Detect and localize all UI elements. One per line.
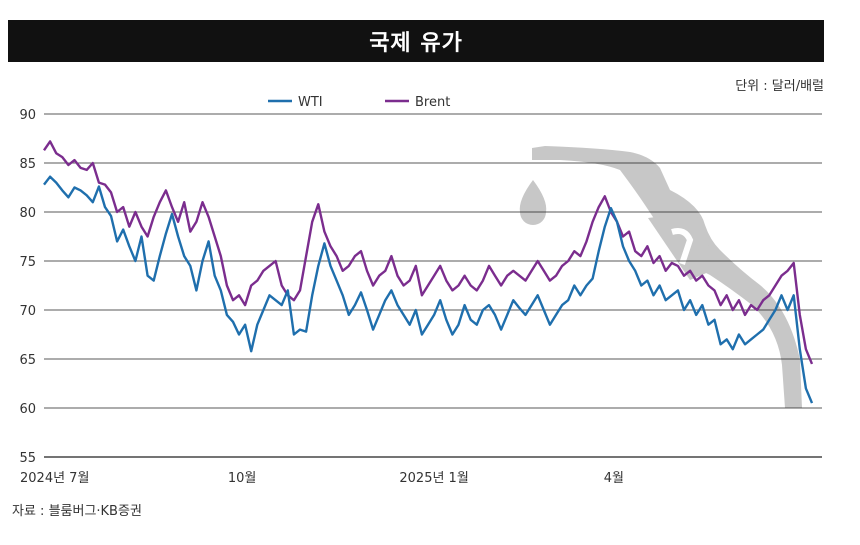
- y-tick-label: 75: [19, 255, 36, 270]
- y-tick-label: 70: [19, 304, 36, 319]
- axis-labels: 55 60 65 70 75 80 85 90 2024년 7월 10월 2025년 1월 4월: [19, 108, 624, 486]
- y-tick-label: 90: [19, 108, 36, 123]
- x-tick-label: 2024년 7월: [20, 471, 89, 486]
- series-lines: [43, 140, 814, 404]
- y-tick-label: 60: [19, 402, 36, 417]
- title-bar: 국제 유가: [8, 20, 824, 62]
- y-tick-label: 80: [19, 206, 36, 221]
- unit-label: 단위 : 달러/배럴: [735, 79, 824, 94]
- chart-title: 국제 유가: [369, 31, 463, 56]
- series-line-wti: [43, 175, 814, 404]
- legend: WTI Brent: [268, 95, 450, 110]
- y-tick-label: 55: [19, 451, 36, 466]
- grid-lines: [44, 113, 822, 458]
- series-line-brent: [43, 140, 814, 365]
- x-tick-label: 4월: [604, 471, 624, 486]
- y-tick-label: 85: [19, 157, 36, 172]
- fuel-nozzle-icon: [519, 146, 802, 408]
- source-label: 자료 : 블룸버그·KB증권: [12, 504, 142, 519]
- legend-label-brent: Brent: [415, 95, 450, 110]
- legend-label-wti: WTI: [298, 95, 323, 110]
- y-tick-label: 65: [19, 353, 36, 368]
- x-tick-label: 10월: [228, 471, 257, 486]
- x-tick-label: 2025년 1월: [399, 471, 468, 486]
